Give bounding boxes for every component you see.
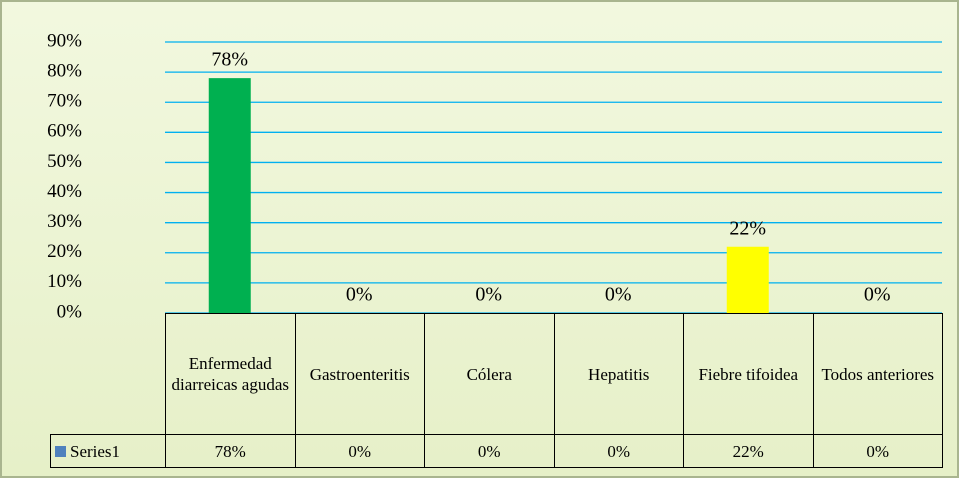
y-tick-label: 40% bbox=[47, 181, 82, 202]
table-value: 0% bbox=[294, 434, 425, 468]
table-category: Gastroenteritis bbox=[294, 313, 425, 435]
table-value: 0% bbox=[553, 434, 684, 468]
y-tick-label: 0% bbox=[57, 301, 83, 322]
data-label: 78% bbox=[211, 49, 248, 71]
data-label: 22% bbox=[729, 217, 766, 239]
y-tick-label: 70% bbox=[47, 91, 82, 112]
y-tick-label: 30% bbox=[47, 211, 82, 232]
table-category: Todos anteriores bbox=[812, 313, 943, 435]
table-category: Hepatitis bbox=[553, 313, 684, 435]
data-label: 0% bbox=[605, 284, 632, 306]
bar bbox=[726, 246, 769, 313]
legend-key bbox=[55, 445, 66, 457]
table-value: 0% bbox=[812, 434, 943, 468]
y-tick-label: 50% bbox=[47, 151, 82, 172]
y-tick-label: 10% bbox=[47, 271, 82, 292]
data-label: 0% bbox=[346, 284, 373, 306]
data-label: 0% bbox=[864, 284, 891, 306]
table-category: Enfermedad diarreicas agudas bbox=[165, 313, 296, 435]
table-value: 78% bbox=[165, 434, 296, 468]
y-tick-label: 20% bbox=[47, 241, 82, 262]
legend-label: Series1 bbox=[70, 441, 121, 461]
table-value: 0% bbox=[424, 434, 555, 468]
y-tick-label: 60% bbox=[47, 121, 82, 142]
data-label: 0% bbox=[475, 284, 502, 306]
table-category: Cólera bbox=[424, 313, 555, 435]
bar bbox=[208, 78, 251, 313]
y-tick-label: 90% bbox=[47, 30, 82, 51]
table-value: 22% bbox=[683, 434, 814, 468]
table-category: Fiebre tifoidea bbox=[683, 313, 814, 435]
y-tick-label: 80% bbox=[47, 60, 82, 81]
table-series-label: Series1 bbox=[50, 434, 166, 468]
